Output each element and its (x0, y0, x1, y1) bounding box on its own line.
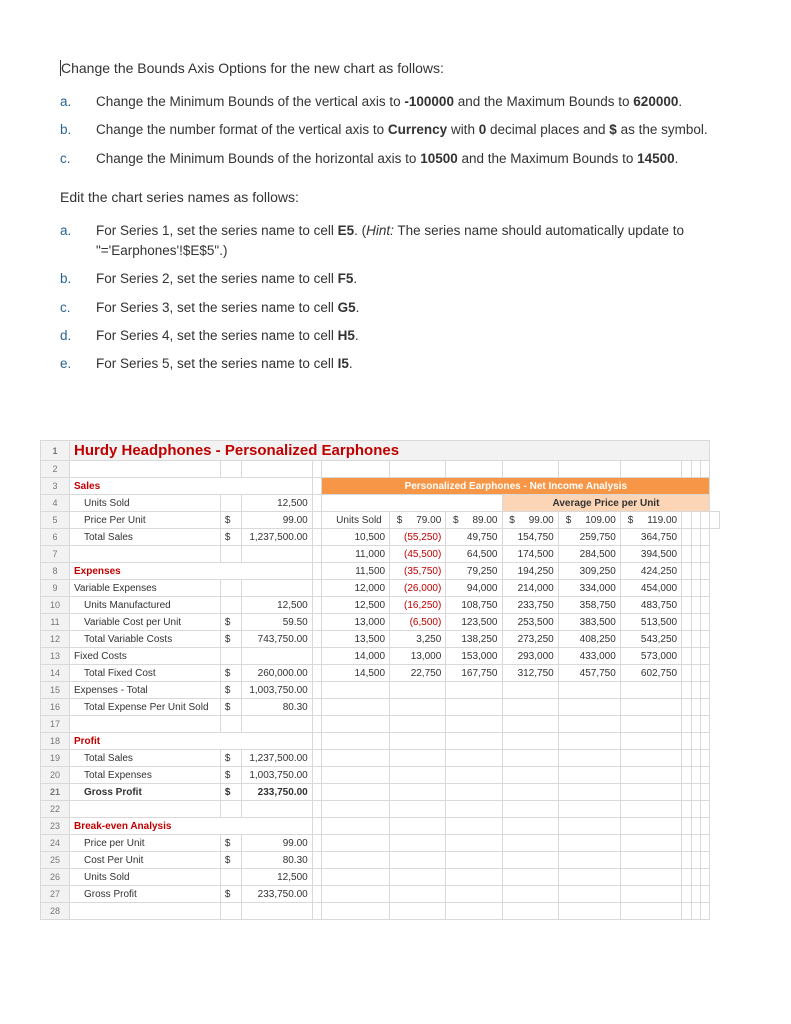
steps-group-1: a.Change the Minimum Bounds of the verti… (60, 92, 741, 169)
step-1c: c.Change the Minimum Bounds of the horiz… (60, 149, 741, 169)
spreadsheet-table: 1Hurdy Headphones - Personalized Earphon… (40, 440, 720, 920)
step-2a: a.For Series 1, set the series name to c… (60, 221, 741, 262)
spreadsheet-screenshot: 1Hurdy Headphones - Personalized Earphon… (0, 434, 791, 920)
step-1b: b.Change the number format of the vertic… (60, 120, 741, 140)
step-2d: d.For Series 4, set the series name to c… (60, 326, 741, 346)
steps-group-2: a.For Series 1, set the series name to c… (60, 221, 741, 375)
instruction-2: Edit the chart series names as follows: (60, 189, 741, 205)
step-2e: e.For Series 5, set the series name to c… (60, 354, 741, 374)
step-2b: b.For Series 2, set the series name to c… (60, 269, 741, 289)
step-2c: c.For Series 3, set the series name to c… (60, 298, 741, 318)
step-1a: a.Change the Minimum Bounds of the verti… (60, 92, 741, 112)
document-page: Change the Bounds Axis Options for the n… (0, 0, 791, 434)
instruction-1: Change the Bounds Axis Options for the n… (60, 60, 741, 76)
